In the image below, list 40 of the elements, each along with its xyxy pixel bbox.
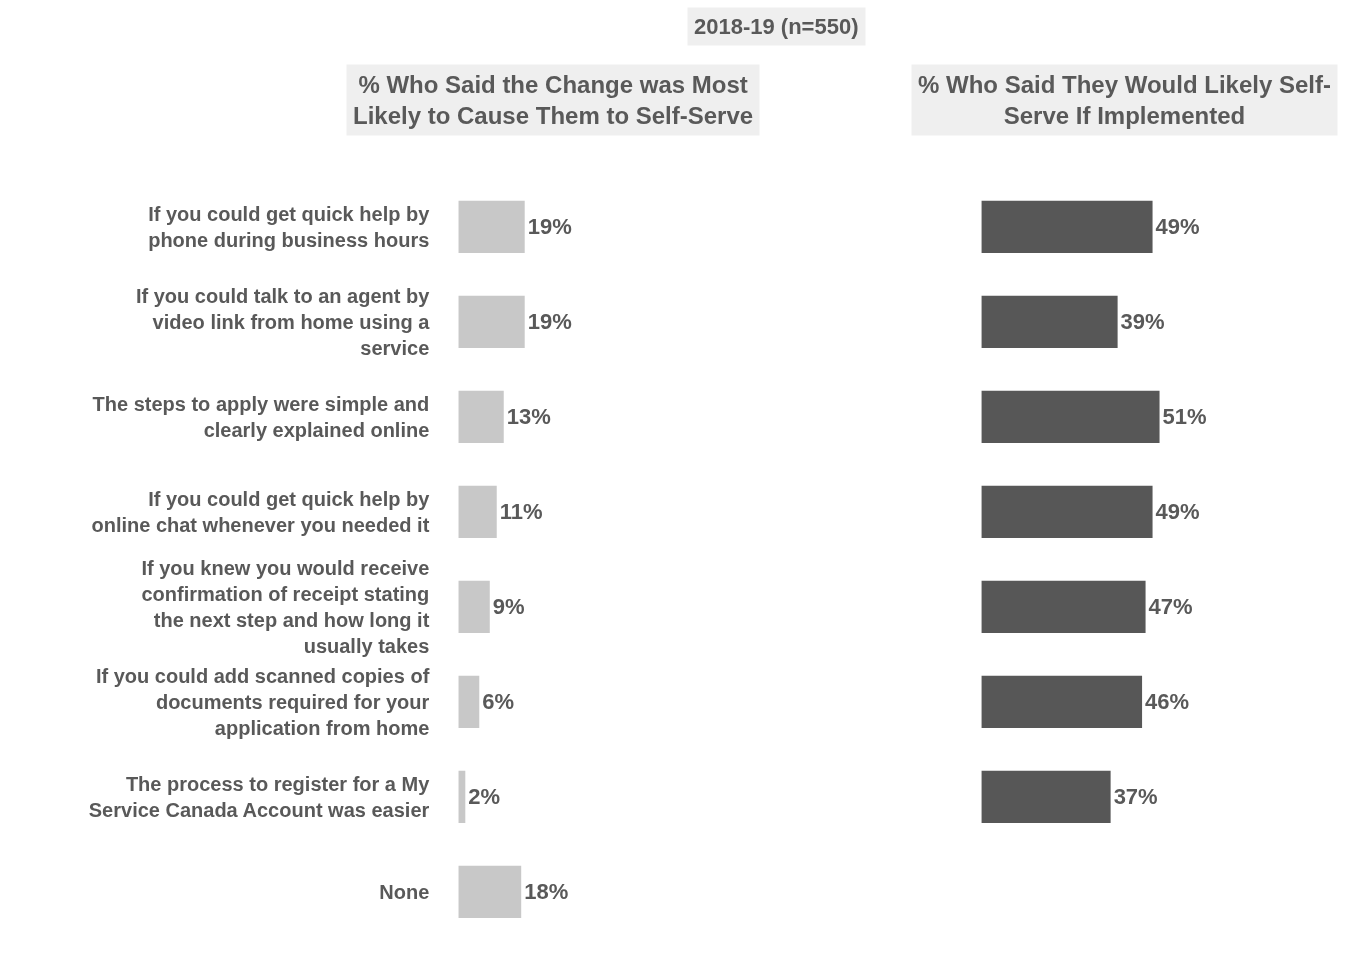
data-label: 46% xyxy=(1145,689,1190,715)
bar xyxy=(458,485,497,539)
y-tick-label: If you knew you would receive confirmation of receipt stating the next step and how long it usually takes xyxy=(141,556,430,657)
data-label: 49% xyxy=(1155,499,1200,525)
bar xyxy=(458,390,504,444)
y-tick-label: None xyxy=(379,880,430,903)
bar xyxy=(981,675,1143,728)
y-tick-label: The process to register for a My Service Canada Account was easier xyxy=(88,772,431,821)
bar xyxy=(458,675,480,728)
bar xyxy=(458,865,522,918)
data-label: 11% xyxy=(499,499,543,525)
bar xyxy=(981,390,1160,444)
y-tick-label: If you could get quick help by online chat whenever you needed it xyxy=(91,487,431,536)
data-label: 19% xyxy=(527,214,572,240)
data-label: 51% xyxy=(1162,404,1207,430)
bar xyxy=(981,580,1146,633)
chart-title: % Who Said the Change was Most Likely to Cause Them to Self-Serve xyxy=(353,71,754,130)
bar xyxy=(981,770,1111,823)
bar xyxy=(458,200,525,254)
bar xyxy=(981,485,1153,539)
y-tick-label: If you could add scanned copies of documents required for your application from home xyxy=(95,664,430,739)
y-tick-label: The steps to apply were simple and clearly explained online xyxy=(92,392,430,441)
data-label: 13% xyxy=(506,404,551,430)
y-tick-label: If you could talk to an agent by video link from home using a service xyxy=(135,284,431,359)
bar xyxy=(458,580,490,633)
text: 2018-19 (n=550) xyxy=(694,14,859,39)
bar xyxy=(981,200,1153,254)
y-tick-label: If you could get quick help by phone during business hours xyxy=(148,202,431,251)
data-label: 9% xyxy=(492,594,525,620)
data-label: 47% xyxy=(1148,594,1193,620)
data-label: 19% xyxy=(527,309,572,335)
bar xyxy=(458,295,525,349)
bar xyxy=(981,295,1118,349)
data-label: 6% xyxy=(482,689,515,715)
chart-title: % Who Said They Would Likely Self-Serve If Implemented xyxy=(918,71,1331,130)
data-label: 37% xyxy=(1113,784,1158,810)
data-label: 49% xyxy=(1155,214,1200,240)
data-label: 2% xyxy=(468,784,501,810)
data-label: 18% xyxy=(524,879,569,905)
data-label: 39% xyxy=(1120,309,1165,335)
